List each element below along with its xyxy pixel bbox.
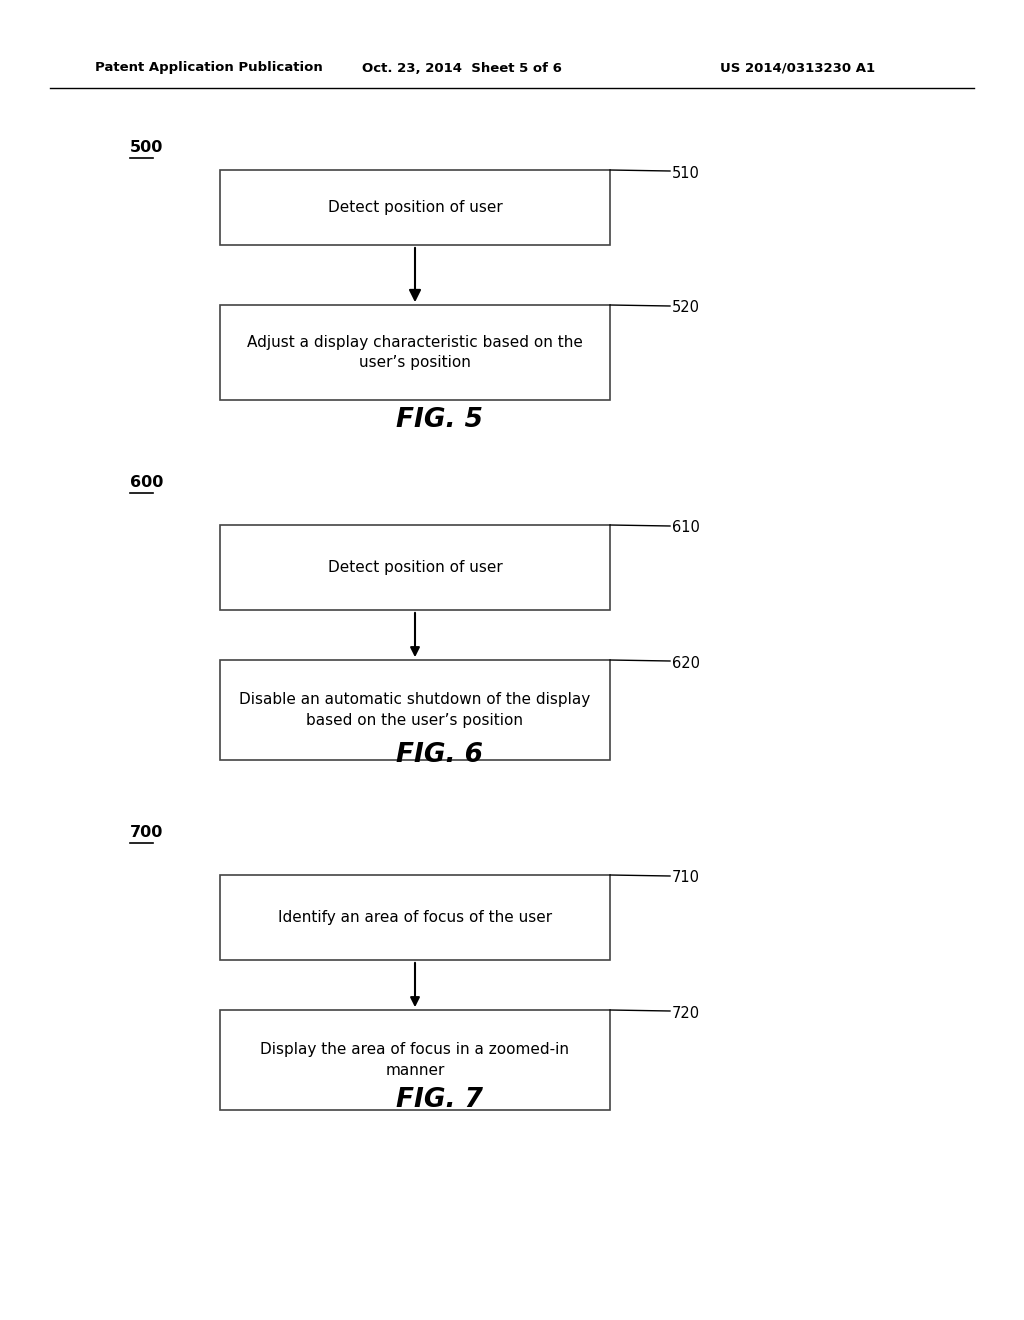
Bar	[220, 875, 610, 960]
Text: 720: 720	[672, 1006, 700, 1020]
Text: Display the area of focus in a zoomed-in
manner: Display the area of focus in a zoomed-in…	[260, 1041, 569, 1078]
Text: Disable an automatic shutdown of the display
based on the user’s position: Disable an automatic shutdown of the dis…	[240, 692, 591, 729]
Text: 600: 600	[130, 475, 164, 490]
Text: 500: 500	[130, 140, 164, 154]
Text: 710: 710	[672, 870, 700, 886]
Bar	[220, 305, 610, 400]
Text: Detect position of user: Detect position of user	[328, 201, 503, 215]
Text: 510: 510	[672, 165, 699, 181]
Text: 620: 620	[672, 656, 700, 671]
Text: FIG. 5: FIG. 5	[396, 407, 483, 433]
Text: FIG. 6: FIG. 6	[396, 742, 483, 768]
Text: Adjust a display characteristic based on the
user’s position: Adjust a display characteristic based on…	[247, 334, 583, 371]
Bar	[220, 660, 610, 760]
Text: Identify an area of focus of the user: Identify an area of focus of the user	[278, 909, 552, 925]
Text: 700: 700	[130, 825, 164, 840]
Bar	[220, 525, 610, 610]
Text: 610: 610	[672, 520, 699, 536]
Text: Patent Application Publication: Patent Application Publication	[95, 62, 323, 74]
Bar	[220, 170, 610, 246]
Text: 520: 520	[672, 301, 700, 315]
Text: FIG. 7: FIG. 7	[396, 1086, 483, 1113]
Text: Detect position of user: Detect position of user	[328, 560, 503, 576]
Text: US 2014/0313230 A1: US 2014/0313230 A1	[720, 62, 876, 74]
Text: Oct. 23, 2014  Sheet 5 of 6: Oct. 23, 2014 Sheet 5 of 6	[362, 62, 562, 74]
Bar	[220, 1010, 610, 1110]
